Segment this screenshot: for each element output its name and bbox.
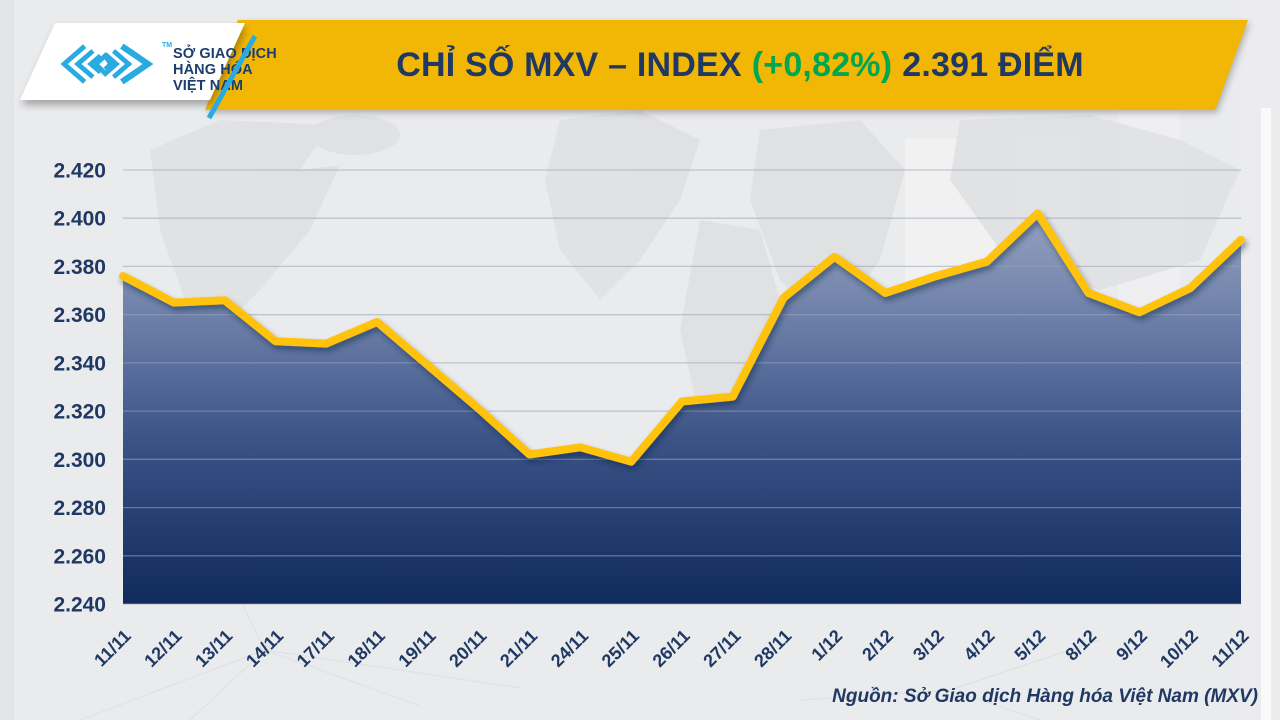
chart-title-index-value: 2.391 ĐIỂM xyxy=(902,46,1084,84)
chart-title: CHỈ SỐ MXV – INDEX (+0,82%) 2.391 ĐIỂM xyxy=(240,46,1240,85)
y-axis-tick-label: 2.300 xyxy=(53,449,106,472)
x-axis-tick-label: 26/11 xyxy=(649,626,694,671)
x-axis-tick-label: 8/12 xyxy=(1061,626,1100,665)
index-line xyxy=(119,209,1245,466)
x-axis-tick-label: 18/11 xyxy=(344,626,389,671)
y-axis-tick-label: 2.240 xyxy=(53,594,106,617)
x-axis-tick-label: 9/12 xyxy=(1112,626,1151,665)
x-axis-tick-label: 1/12 xyxy=(807,626,846,665)
y-axis-tick-label: 2.400 xyxy=(53,208,106,231)
x-axis-tick-label: 14/11 xyxy=(242,626,287,671)
x-axis-tick-label: 12/11 xyxy=(140,626,185,671)
y-axis-tick-label: 2.420 xyxy=(53,160,106,183)
y-axis-tick-label: 2.360 xyxy=(53,304,106,327)
y-axis-tick-label: 2.320 xyxy=(53,401,106,424)
x-axis-tick-label: 27/11 xyxy=(699,626,744,671)
area-fill xyxy=(123,213,1241,604)
x-axis-tick-label: 11/12 xyxy=(1208,626,1253,671)
chart-title-main: CHỈ SỐ MXV – INDEX xyxy=(396,46,742,84)
x-axis-tick-label: 5/12 xyxy=(1011,626,1050,665)
x-axis-tick-label: 13/11 xyxy=(191,626,236,671)
y-axis-tick-label: 2.280 xyxy=(53,497,106,520)
x-axis-tick-label: 4/12 xyxy=(960,626,999,665)
white-strip xyxy=(1261,108,1271,720)
left-edge-band xyxy=(0,0,14,720)
trademark-label: TM xyxy=(162,42,173,49)
y-axis-tick-label: 2.260 xyxy=(53,545,106,568)
x-axis-tick-label: 28/11 xyxy=(750,626,795,671)
x-axis-tick-label: 10/12 xyxy=(1156,626,1202,672)
x-axis-tick-label: 17/11 xyxy=(293,626,338,671)
constellation-lines xyxy=(79,579,1101,720)
constellation-node xyxy=(258,643,272,657)
x-axis-tick-label: 21/11 xyxy=(496,626,541,671)
mxv-logo-icon xyxy=(60,43,154,85)
chart-title-change-percent: (+0,82%) xyxy=(751,46,893,84)
x-axis-tick-label: 3/12 xyxy=(909,626,948,665)
logo-blue-slash xyxy=(206,34,258,120)
x-axis-tick-label: 25/11 xyxy=(598,626,643,671)
y-axis-tick-label: 2.380 xyxy=(53,256,106,279)
x-axis-tick-label: 11/11 xyxy=(90,626,135,671)
x-axis-tick-label: 24/11 xyxy=(547,626,592,671)
logo-org-line1: SỞ GIAO DỊCH xyxy=(173,46,277,62)
x-axis-tick-label: 19/11 xyxy=(394,626,439,671)
source-caption: Nguồn: Sở Giao dịch Hàng hóa Việt Nam (M… xyxy=(832,686,1258,707)
x-axis-tick-label: 2/12 xyxy=(858,626,897,665)
x-axis-tick-label: 20/11 xyxy=(445,626,490,671)
y-axis-tick-label: 2.340 xyxy=(53,352,106,375)
